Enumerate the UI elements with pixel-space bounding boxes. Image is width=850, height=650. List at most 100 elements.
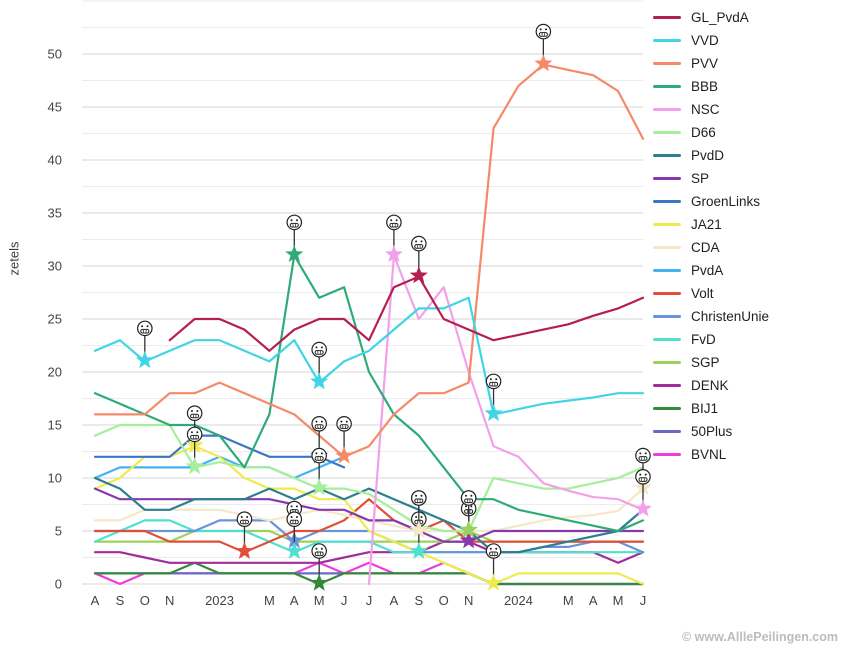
marker-star-icon (409, 266, 428, 284)
series-line-NSC[interactable] (367, 254, 645, 586)
record-marker-JA21[interactable] (484, 543, 503, 591)
record-marker-D66[interactable] (185, 426, 204, 475)
series-line-FvD[interactable] (93, 519, 645, 554)
legend-item-Volt[interactable]: Volt (653, 282, 843, 305)
legend-item-PVV[interactable]: PVV (653, 52, 843, 75)
record-marker-SGP[interactable] (459, 490, 478, 538)
smiley-face-icon (635, 468, 651, 485)
y-tick-label: 10 (48, 471, 62, 486)
x-tick-label: A (390, 593, 399, 608)
legend-item-BVNL[interactable]: BVNL (653, 443, 843, 466)
record-marker-VVD[interactable] (135, 320, 154, 369)
y-tick-label: 5 (55, 524, 62, 539)
legend-item-FvD[interactable]: FvD (653, 328, 843, 351)
legend-item-PvdD[interactable]: PvdD (653, 144, 843, 167)
x-tick-label: A (290, 593, 299, 608)
smiley-face-icon (137, 320, 153, 337)
marker-star-icon (310, 372, 329, 390)
smiley-face-icon (635, 447, 651, 464)
legend-item-PvdA[interactable]: PvdA (653, 259, 843, 282)
legend-item-D66[interactable]: D66 (653, 121, 843, 144)
series-line-PVV[interactable] (93, 63, 645, 458)
series-line-D66[interactable] (93, 423, 645, 533)
smiley-face-icon (311, 341, 327, 358)
legend-swatch-icon (653, 177, 681, 180)
legend-swatch-icon (653, 108, 681, 111)
record-marker-BIJ1[interactable] (310, 543, 329, 591)
legend-swatch-icon (653, 85, 681, 88)
legend-item-NSC[interactable]: NSC (653, 98, 843, 121)
x-tick-label: O (439, 593, 449, 608)
record-marker-GL_PvdA[interactable] (409, 235, 428, 284)
legend-label: 50Plus (691, 423, 733, 439)
record-marker-D66[interactable] (310, 447, 329, 496)
legend-item-VVD[interactable]: VVD (653, 29, 843, 52)
y-tick-label: 35 (48, 206, 62, 221)
record-marker-FvD[interactable] (285, 511, 304, 559)
legend-swatch-icon (653, 223, 681, 226)
record-marker-CDA[interactable] (409, 490, 428, 538)
x-tick-label: J (640, 593, 647, 608)
legend-swatch-icon (653, 430, 681, 433)
y-tick-label: 15 (48, 418, 62, 433)
legend-item-50Plus[interactable]: 50Plus (653, 420, 843, 443)
record-marker-NSC[interactable] (634, 468, 652, 517)
legend-swatch-icon (653, 131, 681, 134)
series-line-Volt[interactable] (93, 498, 645, 554)
legend-label: PVV (691, 55, 719, 71)
record-marker-VVD[interactable] (310, 341, 329, 390)
marker-star-icon (459, 520, 478, 538)
legend-item-CDA[interactable]: CDA (653, 236, 843, 259)
series-line-SGP[interactable] (93, 529, 645, 543)
marker-star-icon (409, 541, 428, 559)
legend-label: GL_PvdA (691, 9, 749, 25)
legend-label: SP (691, 170, 710, 186)
x-tick-label: J (341, 593, 348, 608)
series-line-SP[interactable] (93, 487, 645, 543)
legend-swatch-icon (653, 384, 681, 387)
y-tick-label: 25 (48, 312, 62, 327)
legend-item-GroenLinks[interactable]: GroenLinks (653, 190, 843, 213)
legend-label: PvdA (691, 262, 724, 278)
series-line-GL_PvdA[interactable] (168, 275, 645, 352)
legend-item-BIJ1[interactable]: BIJ1 (653, 397, 843, 420)
legend-label: D66 (691, 124, 716, 140)
record-marker-BBB[interactable] (285, 214, 304, 263)
x-tick-label: M (613, 593, 624, 608)
record-marker-PVV[interactable] (335, 415, 354, 464)
legend-item-SGP[interactable]: SGP (653, 351, 843, 374)
legend-item-ChristenUnie[interactable]: ChristenUnie (653, 305, 843, 328)
smiley-face-icon (485, 373, 502, 390)
series-line-ChristenUnie[interactable] (93, 519, 645, 554)
x-tick-label: M (563, 593, 574, 608)
legend-item-SP[interactable]: SP (653, 167, 843, 190)
legend-label: JA21 (691, 216, 722, 232)
series-line-VVD[interactable] (93, 296, 645, 416)
legend-swatch-icon (653, 16, 681, 19)
legend-item-GL_PvdA[interactable]: GL_PvdA (653, 6, 843, 29)
record-marker-VVD[interactable] (484, 373, 503, 422)
series-line-PvdD[interactable] (93, 476, 645, 554)
legend-item-JA21[interactable]: JA21 (653, 213, 843, 236)
smiley-face-icon (336, 415, 352, 432)
legend-label: SGP (691, 354, 720, 370)
legend-swatch-icon (653, 407, 681, 410)
x-tick-label: O (140, 593, 150, 608)
legend-item-BBB[interactable]: BBB (653, 75, 843, 98)
record-marker-NSC[interactable] (384, 214, 403, 263)
marker-star-icon (484, 573, 503, 591)
smiley-face-icon (286, 214, 303, 231)
series-line-JA21[interactable] (93, 445, 645, 586)
smiley-face-icon (236, 511, 253, 527)
chart-legend: GL_PvdA VVD PVV BBB NSC D66 PvdD SP GroenLinks JA… (653, 6, 843, 466)
series-line-BBB[interactable] (93, 254, 645, 533)
x-tick-label: A (91, 593, 100, 608)
marker-star-icon (459, 531, 478, 549)
record-marker-Volt[interactable] (235, 511, 254, 559)
legend-swatch-icon (653, 200, 681, 203)
marker-star-icon (534, 54, 553, 72)
legend-item-DENK[interactable]: DENK (653, 374, 843, 397)
marker-star-icon (310, 573, 329, 591)
x-tick-label: N (165, 593, 174, 608)
record-marker-PVV[interactable] (534, 23, 553, 72)
